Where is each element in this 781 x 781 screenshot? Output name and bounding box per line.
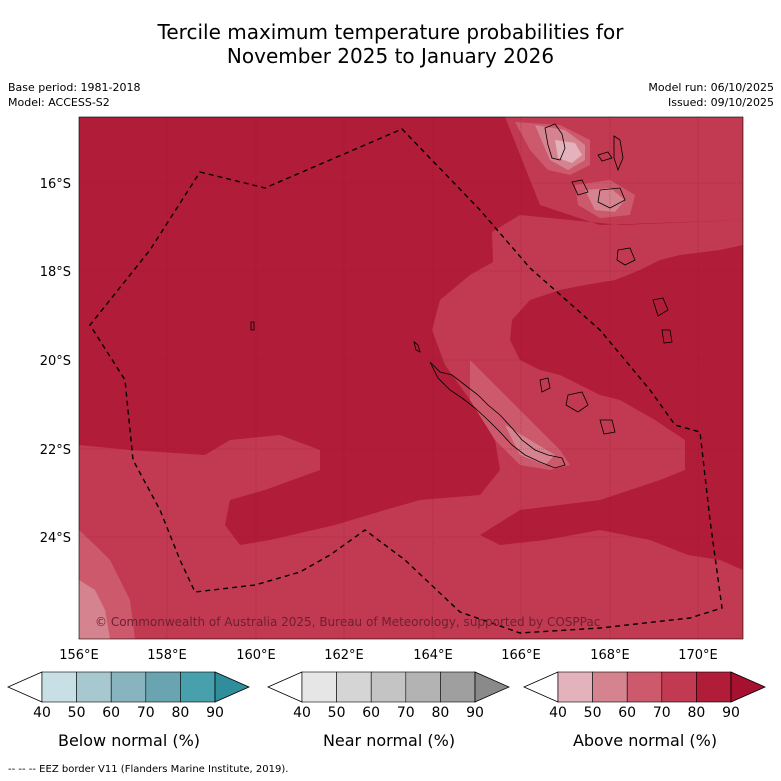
colorbar-near-label: Near normal (%) <box>322 731 456 750</box>
lat-label-24s: 24°S <box>40 531 71 546</box>
colorbar-below-segment <box>145 671 181 703</box>
colorbar-near-tick: 50 <box>327 705 346 721</box>
loyalty-island-3 <box>599 419 616 435</box>
map-plot-area: © Commonwealth of Australia 2025, Bureau… <box>79 117 743 639</box>
small-island-a <box>250 321 255 331</box>
vanuatu-tanna <box>652 297 669 317</box>
lon-label-162e: 162°E <box>324 648 364 663</box>
colorbar-below-label: Below normal (%) <box>57 731 201 750</box>
colorbar-below-segment <box>41 671 77 703</box>
lon-label-166e: 166°E <box>501 648 541 663</box>
colorbar-near-segment <box>440 671 476 703</box>
vanuatu-espiritu-santo <box>544 123 566 161</box>
colorbar-near-segment <box>405 671 441 703</box>
colorbar-above-tick: 90 <box>722 705 740 721</box>
colorbar-near-tick: 70 <box>396 705 415 721</box>
zone-above-80 <box>79 117 743 639</box>
meta-right: Model run: 06/10/2025 Issued: 09/10/2025 <box>648 80 774 110</box>
vanuatu-malekula <box>613 135 624 172</box>
colorbar-near-tick: 80 <box>431 705 450 721</box>
lat-label-18s: 18°S <box>40 265 71 280</box>
title-line-2: November 2025 to January 2026 <box>226 44 555 68</box>
colorbar-above-tick: 70 <box>652 705 671 721</box>
lon-label-168e: 168°E <box>590 648 630 663</box>
lon-label-158e: 158°E <box>147 648 187 663</box>
colorbar-near-low-extend <box>267 671 303 703</box>
lat-label-16s: 16°S <box>40 177 71 192</box>
vanuatu-erromango <box>616 247 636 266</box>
colorbar-above-segment <box>696 671 732 703</box>
issued-date: Issued: 09/10/2025 <box>667 96 774 109</box>
lon-label-170e: 170°E <box>678 648 718 663</box>
map-title: Tercile maximum temperature probabilitie… <box>0 20 781 68</box>
model-name: Model: ACCESS-S2 <box>8 96 110 109</box>
loyalty-island-1 <box>539 377 551 393</box>
colorbar-below-tick: 80 <box>171 705 190 721</box>
colorbar-near-tick: 90 <box>466 705 484 721</box>
lon-label-160e: 160°E <box>236 648 276 663</box>
colorbar-below-tick: 60 <box>102 705 121 721</box>
eez-legend-footer: -- -- -- EEZ border V11 (Flanders Marine… <box>8 764 289 775</box>
colorbar-above-tick: 80 <box>687 705 706 721</box>
lon-label-156e: 156°E <box>59 648 99 663</box>
lat-label-22s: 22°S <box>40 443 71 458</box>
colorbar-above-segment <box>557 671 593 703</box>
colorbar-near-segment <box>370 671 407 703</box>
colorbar-below-high-extend <box>214 671 250 703</box>
colorbars <box>7 671 766 703</box>
vanuatu-aneityum <box>661 329 673 344</box>
model-run: Model run: 06/10/2025 <box>648 81 774 94</box>
colorbar-near-segment <box>301 671 337 703</box>
colorbar-near-segment <box>336 671 372 703</box>
colorbar-near-high-extend <box>474 671 510 703</box>
colorbar-above-tick: 40 <box>549 705 567 721</box>
loyalty-island-2 <box>565 391 589 413</box>
map-border <box>78 116 744 640</box>
colorbar-above-segment <box>661 671 697 703</box>
colorbar-below-tick: 50 <box>67 705 86 721</box>
lon-axis: 156°E 158°E 160°E 162°E 164°E 166°E 168°… <box>59 648 718 663</box>
colorbar-below-low-extend <box>7 671 43 703</box>
colorbar-below-segment <box>180 671 216 703</box>
vanuatu-efate <box>597 151 613 162</box>
small-island-b <box>413 341 421 353</box>
lat-label-20s: 20°S <box>40 354 71 369</box>
new-caledonia-island <box>429 361 566 469</box>
colorbar-below-tick: 90 <box>206 705 224 721</box>
colorbar-above-high-extend <box>730 671 766 703</box>
base-period: Base period: 1981-2018 <box>8 81 141 94</box>
colorbar-near-tick: 60 <box>362 705 381 721</box>
colorbar-above-segment <box>626 671 663 703</box>
map-copyright: © Commonwealth of Australia 2025, Bureau… <box>95 615 600 629</box>
colorbar-below-segment <box>110 671 147 703</box>
eez-border <box>89 128 723 634</box>
title-line-1: Tercile maximum temperature probabilitie… <box>157 20 624 44</box>
colorbar-above-tick: 60 <box>618 705 637 721</box>
colorbar-above-low-extend <box>523 671 559 703</box>
colorbar-above-segment <box>592 671 628 703</box>
vanuatu-epi <box>597 187 626 209</box>
colorbar-below-tick: 70 <box>136 705 155 721</box>
colorbar-above-label: Above normal (%) <box>572 731 718 750</box>
lon-label-164e: 164°E <box>413 648 453 663</box>
colorbar-below-segment <box>76 671 112 703</box>
zone-above-50 <box>555 140 582 163</box>
colorbar-above-tick: 50 <box>583 705 602 721</box>
meta-left: Base period: 1981-2018 Model: ACCESS-S2 <box>8 80 140 110</box>
colorbar-below-tick: 40 <box>33 705 51 721</box>
colorbar-near-tick: 40 <box>293 705 311 721</box>
lat-axis: 16°S 18°S 20°S 22°S 24°S <box>40 177 71 546</box>
vanuatu-ambrym <box>571 179 589 196</box>
coastlines <box>250 123 673 469</box>
graticule <box>79 117 743 639</box>
